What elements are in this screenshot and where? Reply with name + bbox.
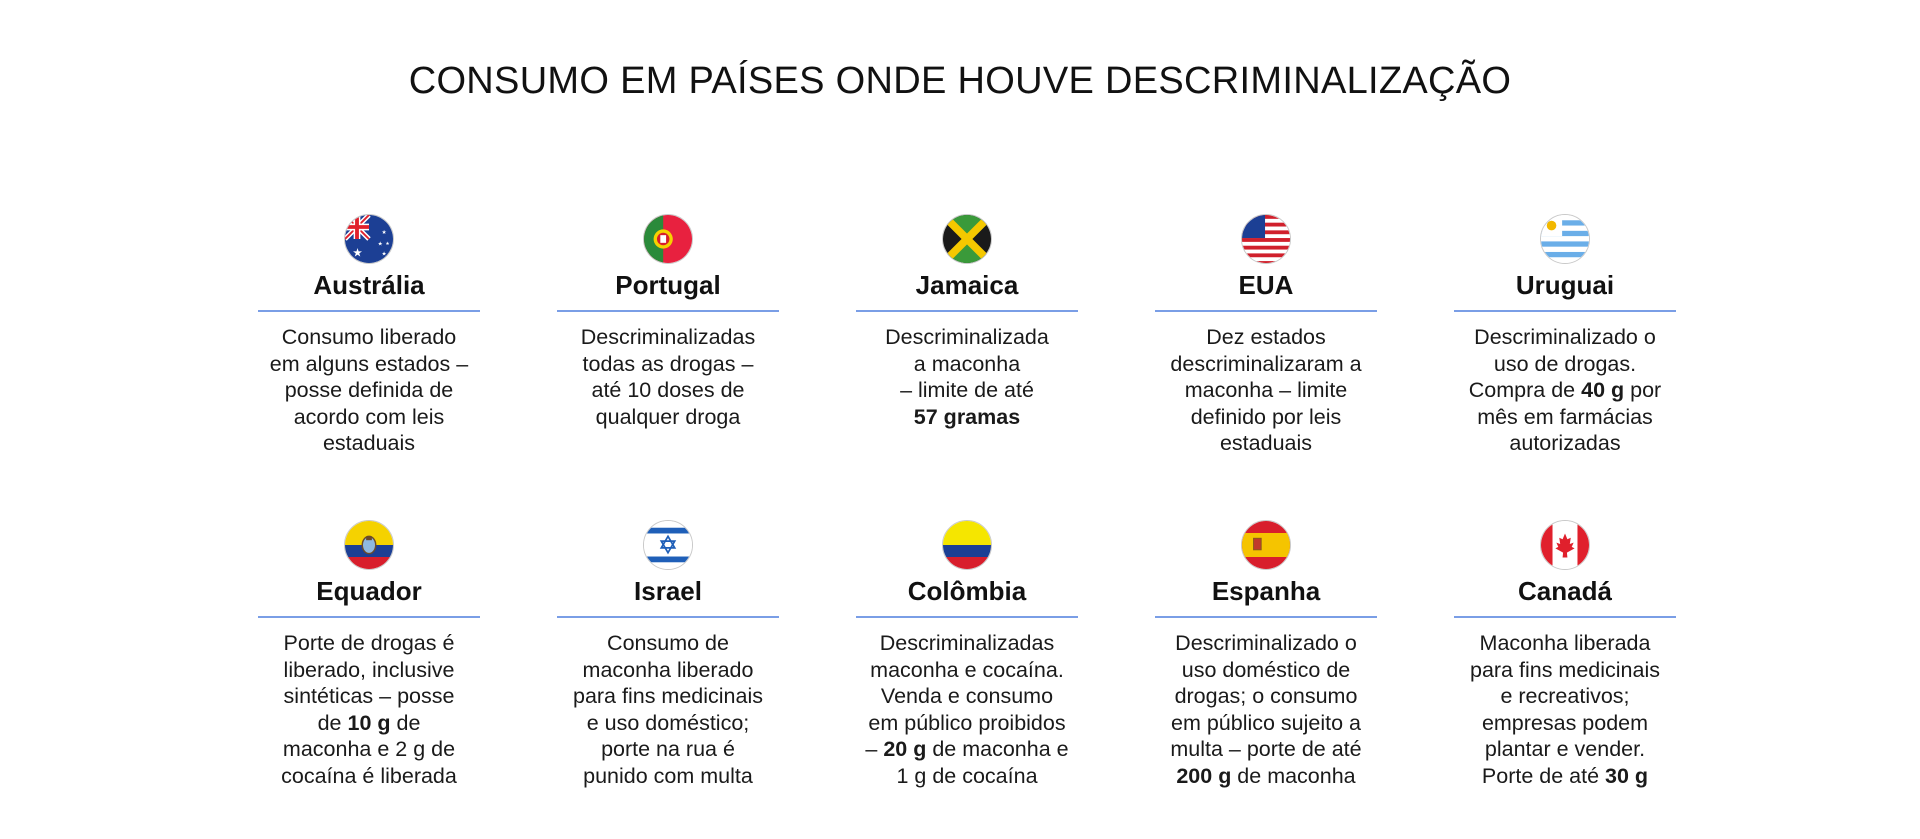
country-card-australia: ★ ★ ★ ★ ★ Austrália Consumo liberado em a… xyxy=(258,214,480,457)
country-description: Consumo de maconha liberado para fins medi… xyxy=(572,631,763,788)
divider xyxy=(557,310,779,312)
canada-flag-icon xyxy=(1540,520,1590,570)
country-name: Espanha xyxy=(1211,576,1321,606)
country-name: Jamaica xyxy=(915,270,1019,300)
country-description: Descriminalizado o uso de drogas. Compra … xyxy=(1468,325,1662,455)
divider xyxy=(258,310,480,312)
country-name: Colômbia xyxy=(907,576,1027,606)
country-description: Descriminalizadas todas as drogas – até 10… xyxy=(580,325,756,429)
australia-flag-icon: ★ ★ ★ ★ ★ xyxy=(344,214,394,264)
svg-text:★: ★ xyxy=(381,250,386,257)
jamaica-flag-icon xyxy=(942,214,992,264)
svg-text:★: ★ xyxy=(352,245,362,259)
svg-text:★: ★ xyxy=(378,241,383,248)
country-card-spain: Espanha Descriminalizado o uso doméstico … xyxy=(1155,520,1377,789)
divider xyxy=(1454,310,1676,312)
country-card-canada: Canadá Maconha liberada para fins medicin… xyxy=(1454,520,1676,789)
divider xyxy=(856,310,1078,312)
country-description: Dez estados descriminalizaram a maconha – … xyxy=(1170,325,1362,455)
country-name: Uruguai xyxy=(1515,270,1615,300)
divider xyxy=(1155,616,1377,618)
country-name: Portugal xyxy=(615,270,721,300)
country-card-colombia: Colômbia Descriminalizadas maconha e coca… xyxy=(856,520,1078,789)
country-card-israel: Israel Consumo de maconha liberado para fi… xyxy=(557,520,779,789)
svg-text:★: ★ xyxy=(381,229,386,236)
country-name: Austrália xyxy=(313,270,425,300)
page-title: CONSUMO EM PAÍSES ONDE HOUVE DESCRIMINAL… xyxy=(408,60,1512,102)
usa-flag-icon xyxy=(1241,214,1291,264)
country-name: Israel xyxy=(634,576,702,606)
country-name: Canadá xyxy=(1518,576,1612,606)
divider xyxy=(557,616,779,618)
svg-text:★: ★ xyxy=(385,241,389,247)
uruguay-flag-icon xyxy=(1540,214,1590,264)
country-description: Porte de drogas é liberado, inclusive sint… xyxy=(281,631,457,788)
country-name: Equador xyxy=(316,576,422,606)
spain-flag-icon xyxy=(1241,520,1291,570)
country-description: Descriminalizadas maconha e cocaína. Venda… xyxy=(865,631,1069,788)
ecuador-flag-icon xyxy=(344,520,394,570)
divider xyxy=(1155,310,1377,312)
divider xyxy=(1454,616,1676,618)
country-description: Maconha liberada para fins medicinais e re… xyxy=(1469,631,1660,788)
country-description: Descriminalizada a maconha – limite de até… xyxy=(885,325,1049,429)
country-card-usa: EUA Dez estados descriminalizaram a maconh… xyxy=(1155,214,1377,457)
country-card-ecuador: Equador Porte de drogas é liberado, inclu… xyxy=(258,520,480,789)
portugal-flag-icon xyxy=(643,214,693,264)
israel-flag-icon xyxy=(643,520,693,570)
divider xyxy=(856,616,1078,618)
country-card-uruguay: Uruguai Descriminalizado o uso de drogas.… xyxy=(1454,214,1676,457)
country-description: Descriminalizado o uso doméstico de drogas… xyxy=(1170,631,1362,788)
colombia-flag-icon xyxy=(942,520,992,570)
country-card-jamaica: Jamaica Descriminalizada a maconha – limit… xyxy=(856,214,1078,430)
divider xyxy=(258,616,480,618)
country-description: Consumo liberado em alguns estados – posse… xyxy=(269,325,469,455)
country-card-portugal: Portugal Descriminalizadas todas as droga… xyxy=(557,214,779,430)
country-name: EUA xyxy=(1238,270,1294,300)
